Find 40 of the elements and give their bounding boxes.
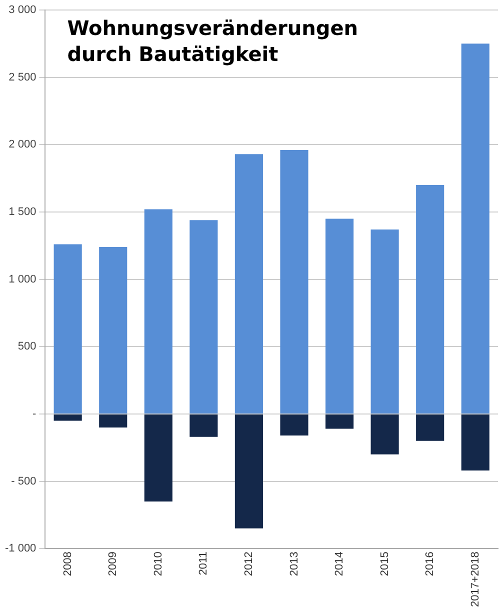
bar [99, 414, 128, 428]
y-tick-label: - 500 [11, 475, 36, 488]
bar [190, 220, 218, 414]
bar [416, 185, 444, 414]
bar [190, 414, 218, 437]
bar [461, 414, 490, 471]
x-tick-label: 2017+2018 [469, 552, 482, 608]
bar [461, 44, 490, 414]
text: Wohnungsveränderungen durch Bautätigkeit [67, 16, 358, 66]
y-tick-label: 2 000 [8, 138, 36, 151]
bar [99, 247, 128, 414]
bar [370, 229, 399, 414]
x-tick-label: 2009 [107, 552, 120, 576]
y-tick-label: - [32, 408, 37, 420]
bar [234, 154, 263, 414]
bar [280, 414, 308, 436]
x-tick-label: 2012 [242, 552, 255, 576]
x-tick-label: 2008 [62, 552, 74, 576]
bar [54, 244, 82, 414]
x-tick-label: 2013 [288, 552, 300, 576]
y-tick-label: 1 500 [8, 206, 36, 218]
y-tick-label: 2 500 [8, 71, 36, 84]
y-tick-label: -1 000 [4, 542, 36, 555]
x-tick-label: 2015 [378, 552, 391, 576]
bar [234, 414, 263, 528]
bar [370, 414, 399, 454]
bar [144, 209, 172, 414]
x-tick-label: 2014 [334, 552, 346, 576]
bar [54, 414, 82, 421]
x-tick-label: 2011 [198, 552, 210, 576]
bar [416, 414, 444, 441]
bar [325, 414, 354, 429]
x-tick-label: 2010 [152, 552, 164, 576]
y-tick-label: 500 [18, 340, 36, 353]
bar [144, 414, 172, 502]
bar [325, 218, 354, 414]
bar [280, 150, 308, 414]
y-tick-label: 3 000 [8, 4, 36, 16]
x-tick-label: 2016 [424, 552, 436, 576]
y-tick-label: 1 000 [8, 273, 36, 286]
